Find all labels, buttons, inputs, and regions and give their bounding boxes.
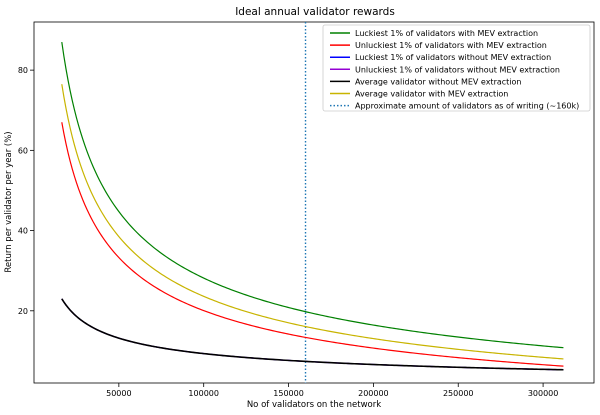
series-line-1: [61, 122, 564, 367]
series-line-0: [61, 41, 564, 349]
legend-entry: Luckiest 1% of validators without MEV ex…: [355, 53, 551, 62]
legend-entry: Approximate amount of validators as of w…: [355, 102, 579, 111]
x-axis-label: No of validators on the network: [247, 400, 381, 410]
x-tick-label: 150000: [273, 389, 304, 398]
y-tick-label: 80: [18, 66, 28, 75]
y-axis-label: Return per validator per year (%): [4, 131, 14, 272]
y-tick-label: 20: [18, 307, 28, 316]
x-tick-label: 50000: [106, 389, 131, 398]
y-tick-label: 60: [18, 146, 28, 155]
legend-entry: Luckiest 1% of validators with MEV extra…: [355, 29, 538, 38]
legend-entry: Average validator without MEV extraction: [355, 77, 521, 86]
series-line-4: [61, 298, 564, 371]
x-tick-label: 100000: [188, 389, 219, 398]
legend-entry: Average validator with MEV extraction: [355, 90, 508, 99]
series-line-3: [61, 298, 564, 371]
x-tick-label: 300000: [528, 389, 559, 398]
legend-entry: Unluckiest 1% of validators without MEV …: [355, 65, 560, 74]
legend: Luckiest 1% of validators with MEV extra…: [322, 24, 591, 112]
chart-title: Ideal annual validator rewards: [235, 6, 395, 18]
legend-box: [322, 24, 591, 112]
series-line-2: [61, 298, 564, 371]
y-tick-label: 40: [18, 227, 28, 236]
series-line-5: [61, 84, 564, 360]
legend-entry: Unluckiest 1% of validators with MEV ext…: [355, 41, 547, 50]
x-tick-label: 250000: [443, 389, 474, 398]
plot-frame: [33, 21, 595, 384]
x-tick-label: 200000: [358, 389, 389, 398]
